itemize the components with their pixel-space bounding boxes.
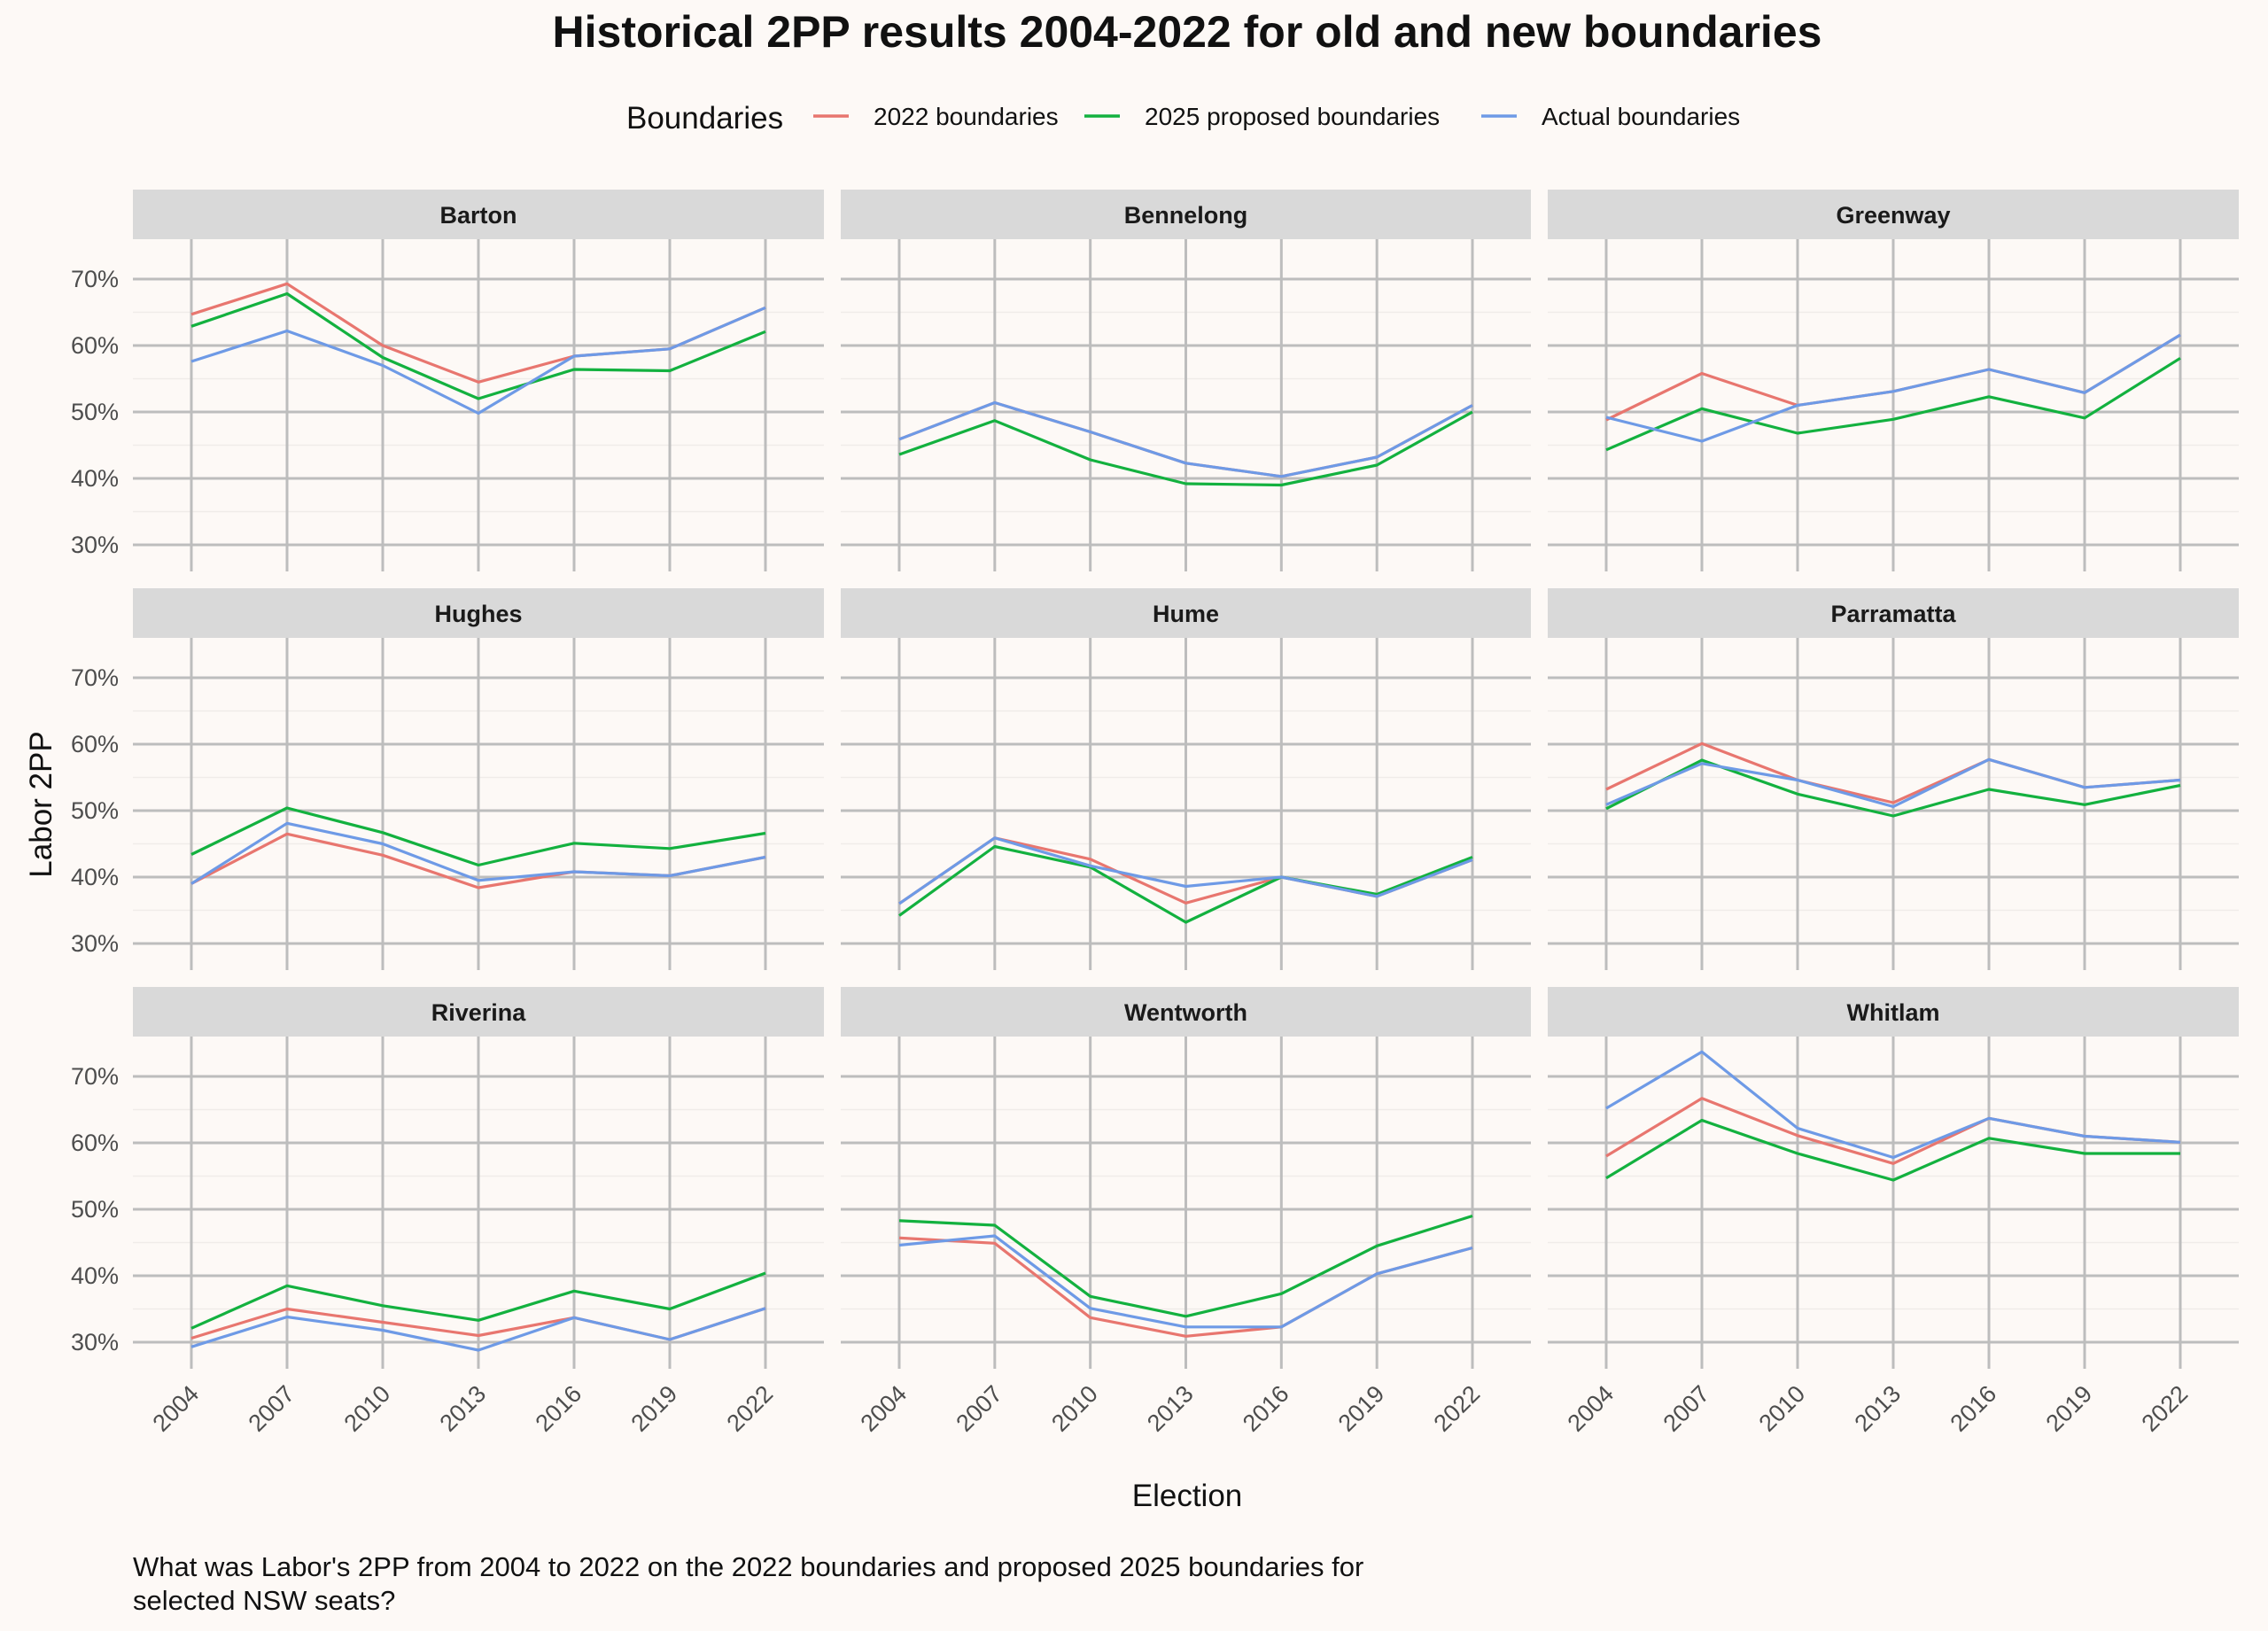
facet-parramatta: Parramatta <box>1548 588 2239 970</box>
legend-label-2022-boundaries: 2022 boundaries <box>874 103 1059 130</box>
facet-hughes: Hughes 30% 40% 50% 60% 70% <box>71 588 824 970</box>
series-line-2025-proposed-boundaries <box>190 806 766 867</box>
facet-barton: Barton 30% 40% 50% 60% 70% <box>71 190 824 571</box>
x-tick-label: 2019 <box>1333 1380 1390 1437</box>
facet-strip <box>1548 190 2239 239</box>
caption-line-2: selected NSW seats? <box>133 1585 395 1616</box>
series-line-2025-proposed-boundaries <box>898 1214 1473 1318</box>
y-tick-label: 40% <box>71 1262 119 1289</box>
y-tick-label: 40% <box>71 864 119 890</box>
facet-riverina: Riverina 30% 40% 50% 60% 70% 2004 2007 2010 2013 2… <box>71 987 824 1437</box>
y-tick-label: 50% <box>71 399 119 425</box>
facet-title: Bennelong <box>1124 202 1248 229</box>
series-line-2025-proposed-boundaries <box>898 844 1473 924</box>
facet-hume: Hume <box>841 588 1531 970</box>
facet-title: Greenway <box>1836 202 1950 229</box>
facet-strip <box>1548 588 2239 638</box>
series-line-actual-boundaries <box>1605 757 2181 809</box>
x-tick-label: 2004 <box>856 1380 913 1437</box>
facet-title: Hughes <box>434 601 522 627</box>
x-tick-label: 2010 <box>1754 1380 1811 1437</box>
facet-title: Riverina <box>431 999 527 1026</box>
facet-greenway: Greenway <box>1548 190 2239 571</box>
series-line-2025-proposed-boundaries <box>190 1271 766 1330</box>
y-tick-label: 30% <box>71 532 119 558</box>
facet-title: Whitlam <box>1847 999 1940 1026</box>
x-tick-label: 2013 <box>435 1380 492 1437</box>
y-tick-label: 70% <box>71 664 119 691</box>
series-line-2025-proposed-boundaries <box>898 410 1473 487</box>
caption-line-1: What was Labor's 2PP from 2004 to 2022 o… <box>133 1551 1363 1582</box>
x-tick-label: 2022 <box>722 1380 779 1437</box>
facet-strip <box>133 588 824 638</box>
series-line-actual-boundaries <box>898 1234 1473 1329</box>
x-tick-label: 2010 <box>1046 1380 1103 1437</box>
series-line-actual-boundaries <box>898 836 1473 905</box>
x-tick-label: 2004 <box>148 1380 205 1437</box>
facet-strip <box>133 987 824 1037</box>
y-tick-label: 30% <box>71 1329 119 1355</box>
x-tick-label: 2022 <box>1429 1380 1486 1437</box>
y-tick-label: 30% <box>71 930 119 957</box>
x-tick-label: 2007 <box>951 1380 1007 1437</box>
facet-title: Parramatta <box>1830 601 1956 627</box>
y-tick-label: 50% <box>71 1196 119 1223</box>
facet-whitlam: Whitlam 2004 2007 2010 2013 2016 2019 2022 <box>1548 987 2239 1437</box>
series-line-actual-boundaries <box>898 400 1473 478</box>
chart-legend: Boundaries 2022 boundaries 2025 proposed … <box>626 101 1740 136</box>
facet-strip <box>841 987 1531 1037</box>
facet-bennelong: Bennelong <box>841 190 1531 571</box>
series-line-actual-boundaries <box>1605 333 2181 443</box>
series-line-actual-boundaries <box>190 1307 766 1352</box>
facet-strip <box>841 190 1531 239</box>
series-line-2025-proposed-boundaries <box>1605 1118 2180 1182</box>
y-axis-title: Labor 2PP <box>24 731 58 877</box>
x-tick-label: 2007 <box>1658 1380 1715 1437</box>
x-tick-label: 2007 <box>244 1380 300 1437</box>
y-tick-label: 60% <box>71 332 119 359</box>
facet-strip <box>1548 987 2239 1037</box>
x-tick-label: 2016 <box>531 1380 587 1437</box>
chart-title: Historical 2PP results 2004-2022 for old… <box>553 7 1822 57</box>
x-tick-label: 2013 <box>1850 1380 1907 1437</box>
legend-title: Boundaries <box>626 101 783 136</box>
x-tick-label: 2010 <box>339 1380 396 1437</box>
series-line-actual-boundaries <box>190 306 766 416</box>
x-tick-label: 2013 <box>1142 1380 1199 1437</box>
y-tick-label: 60% <box>71 731 119 757</box>
x-tick-label: 2019 <box>2041 1380 2098 1437</box>
x-tick-label: 2016 <box>1238 1380 1294 1437</box>
series-line-2025-proposed-boundaries <box>1605 758 2181 818</box>
facet-wentworth: Wentworth 2004 2007 2010 2013 2016 2019 2022 <box>841 987 1531 1437</box>
facet-strip <box>841 588 1531 638</box>
x-tick-label: 2004 <box>1563 1380 1619 1437</box>
x-tick-label: 2019 <box>626 1380 683 1437</box>
series-line-2025-proposed-boundaries <box>190 291 766 400</box>
x-axis-title: Election <box>1132 1479 1243 1513</box>
series-line-actual-boundaries <box>190 821 766 885</box>
x-tick-label: 2016 <box>1946 1380 2002 1437</box>
facet-title: Barton <box>440 202 517 229</box>
y-tick-label: 70% <box>71 1063 119 1090</box>
facet-strip <box>133 190 824 239</box>
legend-label-2025-proposed-boundaries: 2025 proposed boundaries <box>1145 103 1440 130</box>
facet-panels: Barton 30% 40% 50% 60% 70% Bennelong Greenway Hu… <box>71 190 2239 1437</box>
y-tick-label: 60% <box>71 1130 119 1156</box>
y-tick-label: 70% <box>71 266 119 292</box>
facet-title: Hume <box>1153 601 1219 627</box>
y-tick-label: 40% <box>71 465 119 492</box>
facet-title: Wentworth <box>1124 999 1247 1026</box>
legend-label-actual-boundaries: Actual boundaries <box>1542 103 1740 130</box>
series-line-actual-boundaries <box>1605 1050 2181 1160</box>
y-tick-label: 50% <box>71 797 119 824</box>
series-line-2025-proposed-boundaries <box>1605 356 2181 452</box>
x-tick-label: 2022 <box>2137 1380 2194 1437</box>
